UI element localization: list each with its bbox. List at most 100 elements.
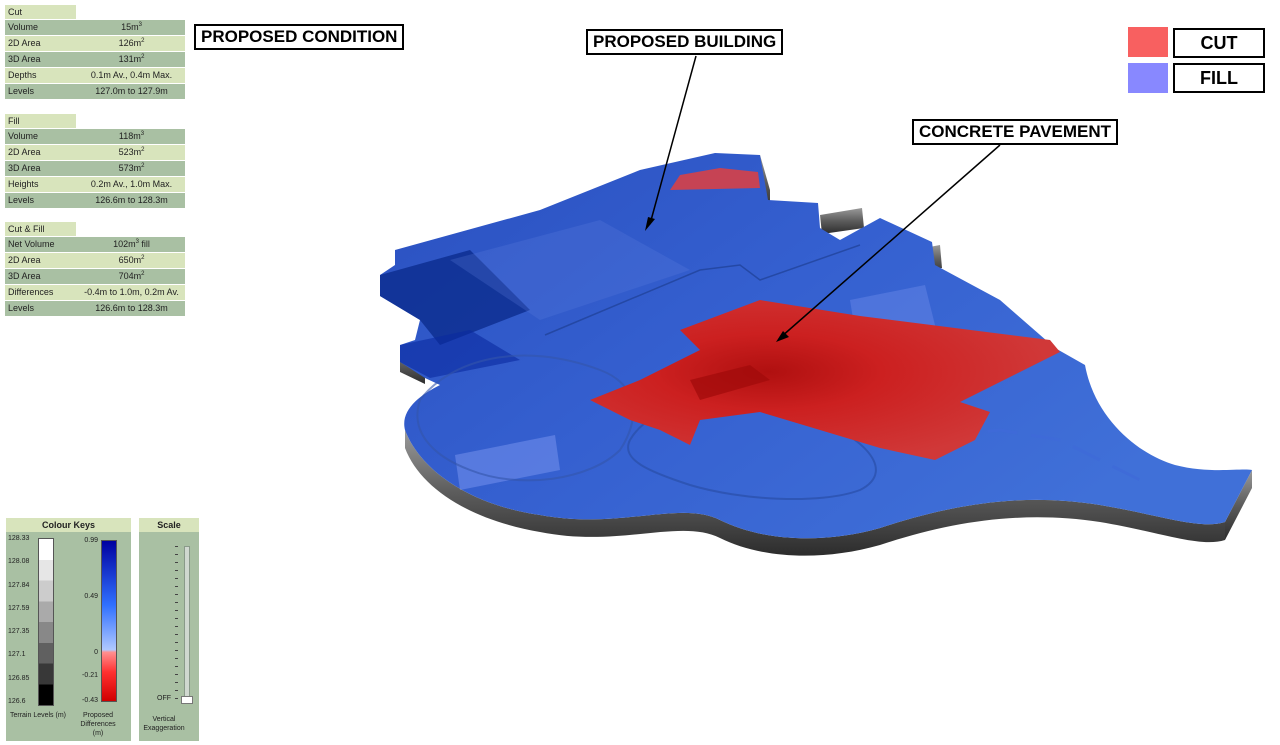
difference-tick-label: 0.49 bbox=[84, 593, 98, 601]
difference-tick-label: -0.21 bbox=[82, 672, 98, 680]
scale-tick-mark bbox=[175, 634, 178, 635]
stats-key: Levels bbox=[8, 303, 35, 313]
stats-value: 126.6m to 128.3m bbox=[78, 301, 185, 316]
stats-value: 102m3 fill bbox=[78, 237, 185, 252]
stats-row: Levels 127.0m to 127.9m bbox=[5, 84, 185, 99]
stats-row: Volume 15m3 bbox=[5, 20, 185, 35]
stats-key: Differences bbox=[8, 287, 54, 297]
stats-value-text: 650m bbox=[118, 255, 142, 265]
stats-key: 3D Area bbox=[8, 163, 41, 173]
stats-value-unit-exponent: 3 bbox=[138, 22, 142, 28]
terrain-tick-label: 128.33 bbox=[8, 535, 30, 542]
vertical-exaggeration-track[interactable] bbox=[184, 546, 190, 703]
stats-value-unit-exponent: 3 bbox=[135, 239, 139, 245]
stats-row: Depths 0.1m Av., 0.4m Max. bbox=[5, 68, 185, 83]
stats-key: Depths bbox=[8, 70, 37, 80]
stats-value-text: 127.0m to 127.9m bbox=[95, 86, 168, 96]
stats-key: Levels bbox=[8, 195, 35, 205]
stats-key: Levels bbox=[8, 86, 35, 96]
cut-stats-title: Cut bbox=[5, 5, 76, 19]
stats-value: 0.2m Av., 1.0m Max. bbox=[78, 177, 185, 192]
fill-legend-label: FILL bbox=[1173, 63, 1265, 93]
cut-fill-stats-title: Cut & Fill bbox=[5, 222, 76, 236]
fill-stats-table: Fill Volume 118m3 2D Area 523m2 3D Area 573m2… bbox=[5, 114, 185, 208]
scale-tick-mark bbox=[175, 554, 178, 555]
stats-value-text: 126.6m to 128.3m bbox=[95, 303, 168, 313]
scale-off-label: OFF bbox=[157, 695, 171, 702]
stats-value-suffix: fill bbox=[138, 239, 150, 249]
stats-row: 2D Area 126m2 bbox=[5, 36, 185, 51]
colour-keys-panel: Colour Keys 128.33 128.08 127.84 127.59 127.… bbox=[6, 518, 131, 741]
stats-key: 2D Area bbox=[8, 38, 41, 48]
difference-tick-label: 0 bbox=[94, 648, 98, 656]
stats-value-unit-exponent: 2 bbox=[141, 271, 145, 277]
stats-key: Net Volume bbox=[8, 239, 55, 249]
proposed-differences-scale bbox=[101, 540, 117, 702]
scale-tick-mark bbox=[175, 562, 178, 563]
stats-key: Volume bbox=[8, 131, 39, 141]
concrete-pavement-callout: CONCRETE PAVEMENT bbox=[912, 119, 1119, 145]
stats-value-text: 573m bbox=[118, 163, 142, 173]
scale-tick-mark bbox=[175, 570, 178, 571]
stats-key: Heights bbox=[8, 179, 39, 189]
stats-value-text: 0.1m Av., 0.4m Max. bbox=[90, 70, 173, 80]
stats-value-text: 0.2m Av., 1.0m Max. bbox=[90, 179, 173, 189]
terrain-levels-label: Terrain Levels (m) bbox=[9, 712, 66, 719]
scale-tick-mark bbox=[175, 642, 178, 643]
stats-row: 2D Area 650m2 bbox=[5, 253, 185, 268]
scale-tick-mark bbox=[175, 690, 178, 691]
scale-tick-mark bbox=[175, 618, 178, 619]
stats-row: Net Volume 102m3 fill bbox=[5, 237, 185, 252]
scale-tick-mark bbox=[175, 682, 178, 683]
difference-tick-label: -0.43 bbox=[82, 697, 98, 704]
stats-value: 126.6m to 128.3m bbox=[78, 193, 185, 208]
stats-value-text: 118m bbox=[118, 131, 141, 141]
scale-tick-mark bbox=[175, 610, 178, 611]
scale-tick-mark bbox=[175, 650, 178, 651]
terrain-tick-label: 126.85 bbox=[8, 674, 30, 682]
stats-value: 704m2 bbox=[78, 269, 185, 284]
stats-value-unit-exponent: 2 bbox=[141, 255, 145, 261]
stats-value: 15m3 bbox=[78, 20, 185, 35]
stats-value: 126m2 bbox=[78, 36, 185, 51]
terrain-tick-label: 127.59 bbox=[8, 604, 30, 612]
stats-row: 3D Area 573m2 bbox=[5, 161, 185, 176]
stats-value: 0.1m Av., 0.4m Max. bbox=[78, 68, 185, 83]
scale-tick-mark bbox=[175, 658, 178, 659]
stats-value-unit-exponent: 2 bbox=[141, 54, 145, 60]
terrain-tick-label: 127.35 bbox=[8, 628, 30, 636]
stats-value-unit-exponent: 2 bbox=[141, 38, 145, 44]
stats-value: 118m3 bbox=[78, 129, 185, 144]
stats-value-unit-exponent: 2 bbox=[141, 147, 145, 153]
colour-keys-title: Colour Keys bbox=[6, 518, 131, 532]
cut-stats-table: Cut Volume 15m3 2D Area 126m2 3D Area 131m2 De… bbox=[5, 5, 185, 99]
stats-row: 3D Area 131m2 bbox=[5, 52, 185, 67]
terrain-tick-label: 128.08 bbox=[8, 558, 30, 566]
proposed-differences-label: Proposed Differences (m) bbox=[80, 712, 116, 737]
stats-row: Levels 126.6m to 128.3m bbox=[5, 301, 185, 316]
stats-value-text: 15m bbox=[121, 22, 139, 32]
stats-value-text: 102m bbox=[113, 239, 136, 249]
stats-value-text: 126.6m to 128.3m bbox=[95, 195, 168, 205]
scale-panel: Scale OFF Vertical Exaggeration bbox=[139, 518, 199, 741]
terrain-tick-label: 127.1 bbox=[8, 651, 26, 659]
cut-legend-label: CUT bbox=[1173, 28, 1265, 58]
stats-value: -0.4m to 1.0m, 0.2m Av. bbox=[78, 285, 185, 300]
stats-key: 3D Area bbox=[8, 271, 41, 281]
stats-row: 3D Area 704m2 bbox=[5, 269, 185, 284]
scale-tick-mark bbox=[175, 586, 178, 587]
stats-key: 2D Area bbox=[8, 255, 41, 265]
cut-legend-swatch bbox=[1128, 27, 1168, 57]
stats-value: 573m2 bbox=[78, 161, 185, 176]
scale-title: Scale bbox=[139, 518, 199, 532]
stats-value: 131m2 bbox=[78, 52, 185, 67]
scale-tick-mark bbox=[175, 578, 178, 579]
stats-value: 650m2 bbox=[78, 253, 185, 268]
stats-row: Levels 126.6m to 128.3m bbox=[5, 193, 185, 208]
scale-tick-mark bbox=[175, 674, 178, 675]
vertical-exaggeration-slider-handle[interactable] bbox=[181, 696, 193, 704]
terrain-levels-scale bbox=[38, 538, 54, 706]
stats-row: Volume 118m3 bbox=[5, 129, 185, 144]
stats-value-text: -0.4m to 1.0m, 0.2m Av. bbox=[84, 287, 179, 297]
